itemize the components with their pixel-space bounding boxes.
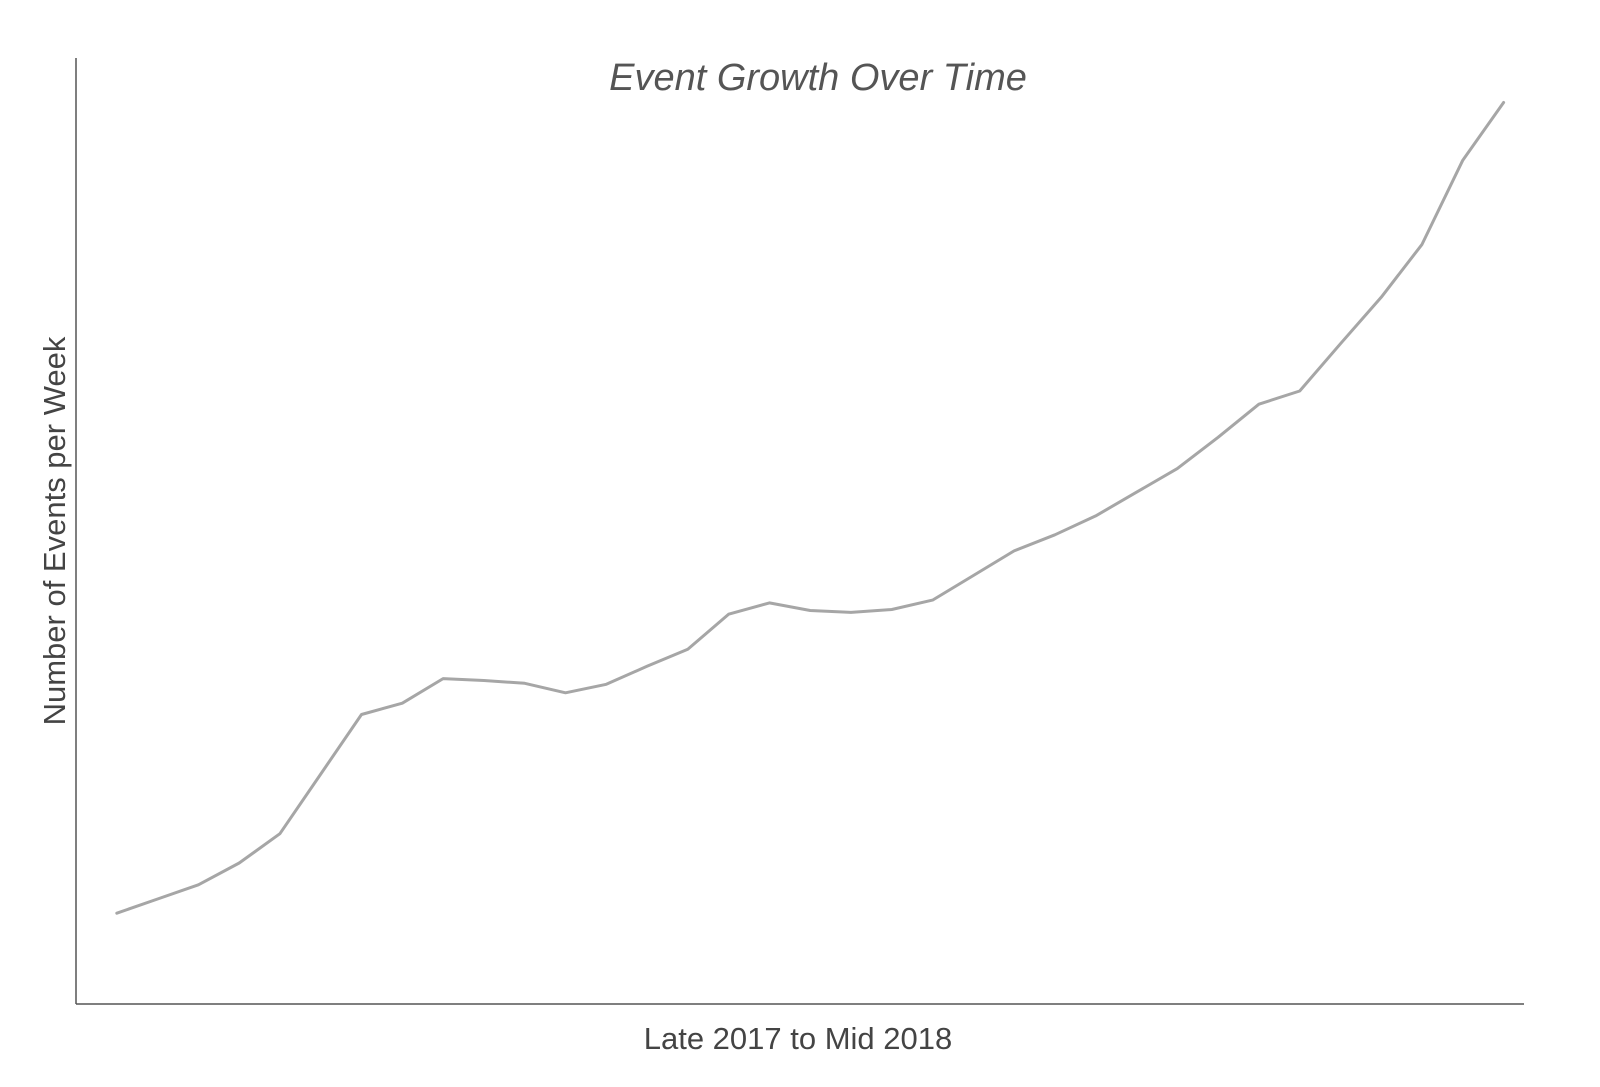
series-layer [115,101,1506,915]
y-axis-label: Number of Events per Week [37,336,72,725]
x-axis-label: Late 2017 to Mid 2018 [644,1021,953,1056]
chart-title: Event Growth Over Time [609,57,1027,99]
series-line-1 [115,101,1506,915]
